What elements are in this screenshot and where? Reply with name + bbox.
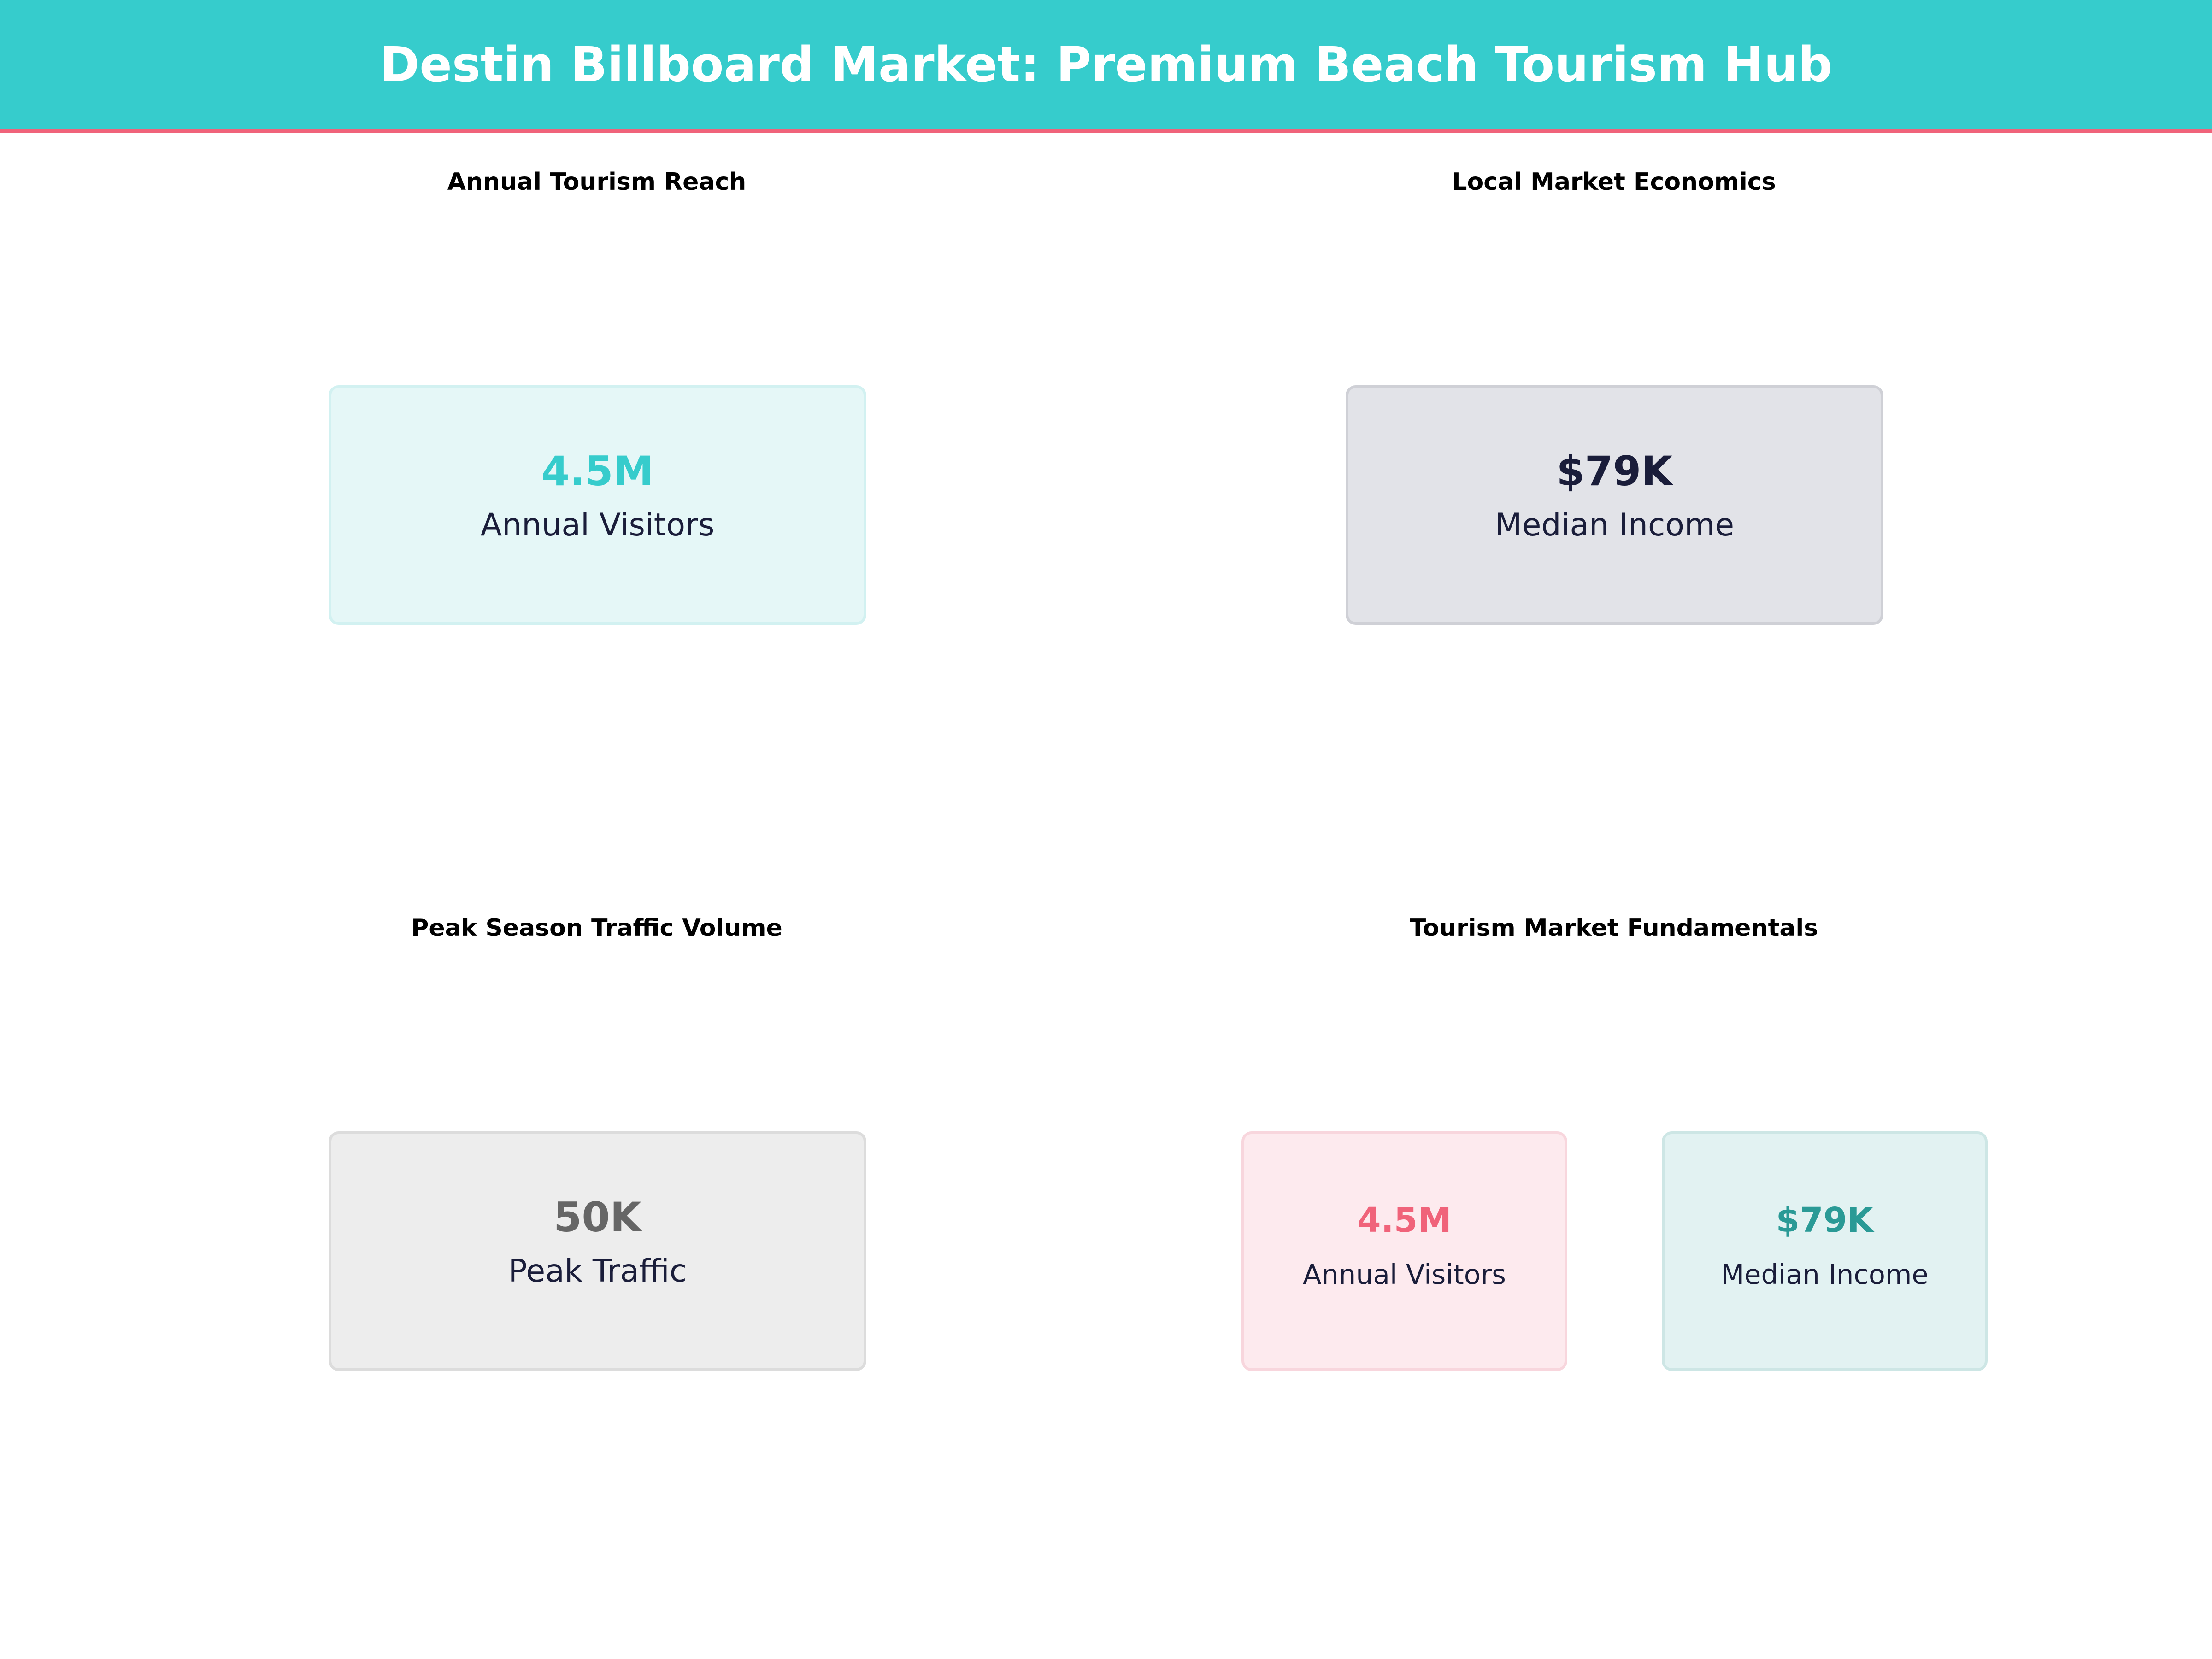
metric-card-median-income: $79K Median Income xyxy=(1346,385,1883,625)
metric-value: $79K xyxy=(1776,1200,1874,1240)
header-bar xyxy=(0,0,2212,129)
accent-stripe xyxy=(0,129,2212,133)
metric-label: Annual Visitors xyxy=(1303,1259,1506,1290)
metric-label: Median Income xyxy=(1494,507,1735,543)
metric-card-annual-visitors-small: 4.5M Annual Visitors xyxy=(1241,1131,1567,1371)
metric-card-peak-traffic: 50K Peak Traffic xyxy=(329,1131,866,1371)
panel-title-market-fundamentals: Tourism Market Fundamentals xyxy=(1409,914,1818,942)
metric-value: 4.5M xyxy=(541,447,654,495)
page-title: Destin Billboard Market: Premium Beach T… xyxy=(379,36,1833,93)
metric-value: $79K xyxy=(1556,447,1673,495)
metric-card-median-income-small: $79K Median Income xyxy=(1662,1131,1988,1371)
panel-title-tourism-reach: Annual Tourism Reach xyxy=(447,168,747,196)
metric-label: Median Income xyxy=(1721,1259,1929,1290)
metric-card-annual-visitors: 4.5M Annual Visitors xyxy=(329,385,866,625)
panel-title-peak-traffic: Peak Season Traffic Volume xyxy=(411,914,782,942)
metric-label: Annual Visitors xyxy=(480,507,715,543)
metric-value: 50K xyxy=(553,1194,641,1241)
metric-label: Peak Traffic xyxy=(508,1253,687,1289)
metric-value: 4.5M xyxy=(1357,1200,1452,1240)
panel-title-market-economics: Local Market Economics xyxy=(1452,168,1776,196)
